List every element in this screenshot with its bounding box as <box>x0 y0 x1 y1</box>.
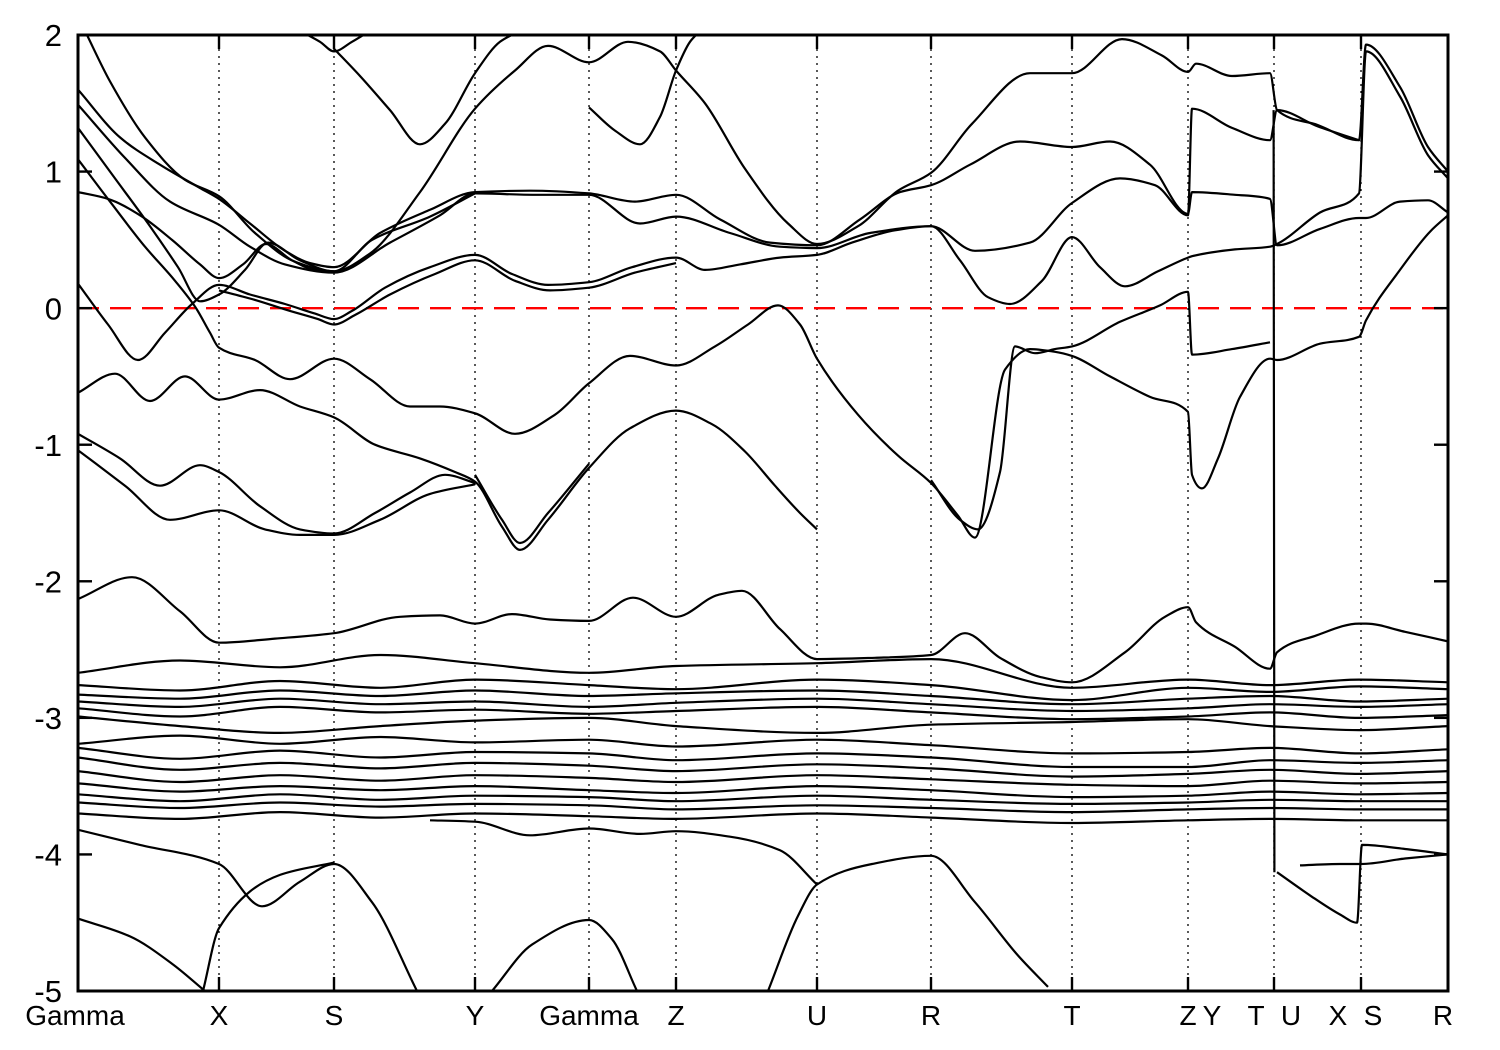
energy-band-curve <box>218 259 677 326</box>
kpoint-label: U <box>807 1000 827 1031</box>
kpoint-label: Z <box>667 1000 684 1031</box>
energy-band-curve <box>333 35 515 146</box>
kpoint-label: X <box>1329 1000 1348 1031</box>
energy-band-curve <box>78 372 818 552</box>
energy-band-curve <box>588 35 698 146</box>
energy-band-curve <box>78 191 335 280</box>
kpoint-label: Z <box>1179 1000 1196 1031</box>
y-axis-tick-label: -5 <box>34 974 62 1009</box>
energy-band-curve <box>491 918 638 991</box>
kpoint-label: S <box>1364 1000 1383 1031</box>
kpoint-label: S <box>325 1000 344 1031</box>
kpoint-label: Gamma <box>539 1000 639 1031</box>
y-axis-tick-label: -1 <box>34 428 62 463</box>
y-axis-tick-label: -4 <box>34 838 62 873</box>
energy-band-curve <box>305 35 366 53</box>
energy-band-curve <box>474 463 590 545</box>
y-axis-tick-label: 0 <box>45 291 62 326</box>
y-axis-tick-label: -2 <box>34 564 62 599</box>
energy-band-curve <box>78 770 1448 788</box>
energy-band-curve <box>78 917 206 991</box>
y-axis-tick-label: -3 <box>34 701 62 736</box>
energy-band-curve <box>78 715 1448 735</box>
energy-band-curve <box>78 678 1448 702</box>
energy-band-curve <box>78 746 1448 769</box>
energy-band-curve <box>85 35 1448 273</box>
y-axis-tick-label: 2 <box>45 18 62 53</box>
energy-band-curve <box>201 861 335 991</box>
energy-band-curve <box>78 734 1448 755</box>
kpoint-label: T <box>1247 1000 1264 1031</box>
energy-band-curve <box>1276 843 1448 924</box>
kpoint-label: U <box>1281 1000 1301 1031</box>
plot-border <box>76 33 1450 993</box>
energy-band-curve <box>930 290 1271 531</box>
energy-band-curve <box>78 705 1448 721</box>
kpoint-label: Y <box>1203 1000 1222 1031</box>
energy-band-curve <box>78 810 1448 825</box>
energy-band-curve <box>78 432 476 535</box>
energy-band-curve <box>766 854 1049 991</box>
y-axis-tick-label: 1 <box>45 155 62 190</box>
kpoint-label: Gamma <box>25 1000 125 1031</box>
kpoint-label: Y <box>466 1000 485 1031</box>
energy-band-curve <box>78 801 1448 814</box>
energy-band-curve <box>78 793 1448 806</box>
bands-group <box>78 35 1448 991</box>
energy-band-curve <box>78 756 1448 778</box>
kpoint-label: X <box>210 1000 229 1031</box>
energy-band-curve <box>1272 110 1276 873</box>
energy-band-curve <box>78 782 1448 799</box>
kpoint-label: R <box>921 1000 941 1031</box>
energy-band-curve <box>1299 853 1448 867</box>
energy-band-curve <box>78 449 476 537</box>
kpoint-label: T <box>1063 1000 1080 1031</box>
energy-band-curve <box>78 88 1448 269</box>
energy-band-curve <box>78 653 1448 689</box>
energy-band-curve <box>78 828 418 991</box>
energy-band-curve <box>78 127 476 303</box>
energy-band-curve <box>78 697 1448 713</box>
energy-band-curve <box>429 819 818 886</box>
energy-band-curve <box>78 50 1448 362</box>
energy-band-curve <box>78 158 1448 539</box>
energy-band-curve <box>78 103 1360 274</box>
energy-band-curve <box>78 689 1448 706</box>
kpoint-label: R <box>1433 1000 1453 1031</box>
energy-band-curve <box>78 576 1448 684</box>
